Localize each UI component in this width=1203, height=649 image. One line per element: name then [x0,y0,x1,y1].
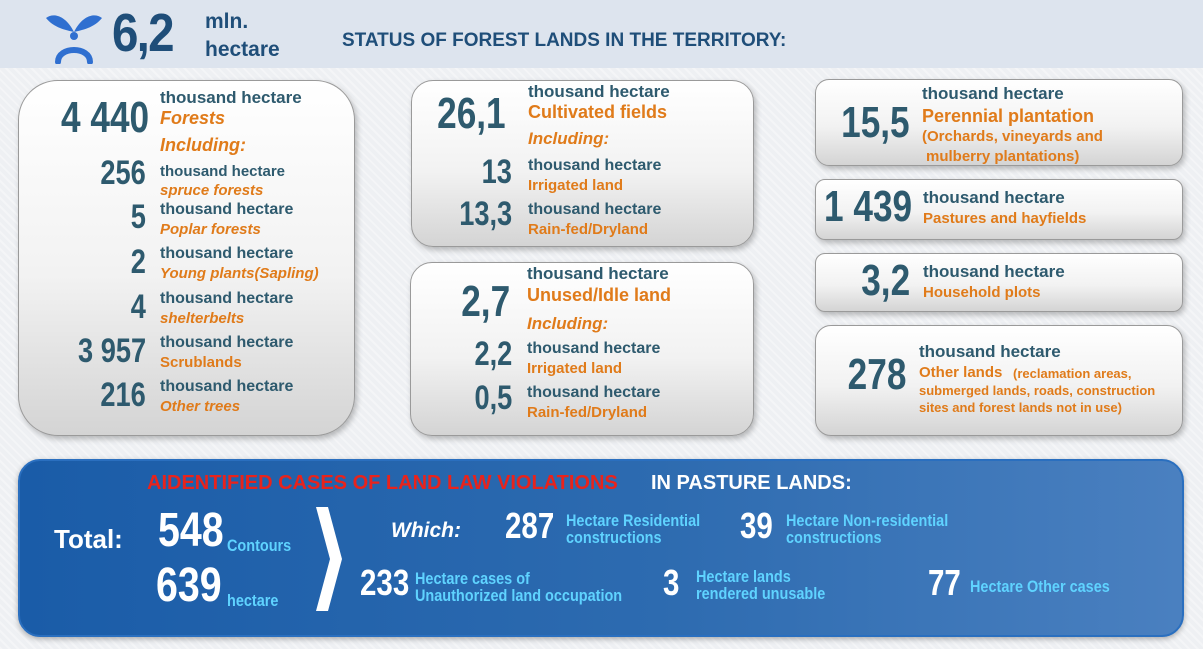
unused-irrigated-value: 2,2 [474,335,512,373]
cultivated-including: Including: [528,129,610,148]
forests-label: Forests [160,108,226,128]
total-label: Total: [54,524,123,554]
hectare-value: 639 [156,559,222,612]
unauthorized-value: 233 [360,562,410,603]
household-value: 3,2 [861,256,910,305]
poplar-label: Poplar forests [160,221,261,238]
unused-unit: thousand hectare [527,264,669,283]
household-label: Household plots [923,284,1041,301]
other-trees-label: Other trees [160,398,241,415]
other-lands-note-line2: submerged lands, roads, construction [919,383,1156,398]
cultivated-card: 26,1 thousand hectare Cultivated fields … [411,80,754,247]
pastures-card: 1 439 thousand hectare Pastures and hayf… [815,179,1183,240]
other-lands-unit: thousand hectare [919,342,1061,361]
scrublands-unit: thousand hectare [160,334,294,351]
pastures-unit: thousand hectare [923,188,1065,207]
unused-total-value: 2,7 [461,277,510,326]
violations-title-white: IN PASTURE LANDS: [651,472,852,494]
shelterbelts-unit: thousand hectare [160,290,294,307]
spruce-label: spruce forests [160,182,264,199]
unused-irrigated-label: Irrigated land [527,360,623,377]
other-lands-value: 278 [847,350,906,399]
young-plants-unit: thousand hectare [160,245,294,262]
cultivated-total-value: 26,1 [437,89,506,138]
non-residential-label-line2: constructions [786,528,882,547]
cultivated-rainfed-label: Rain-fed/Dryland [528,221,649,238]
cultivated-irrigated-value: 13 [481,153,512,191]
shelterbelts-value: 4 [130,288,146,326]
scrublands-label: Scrublands [160,354,242,371]
unused-rainfed-label: Rain-fed/Dryland [527,404,648,421]
other-cases-label: Hectare Other cases [970,577,1110,596]
cultivated-irrigated-label: Irrigated land [528,177,624,194]
unused-rainfed-unit: thousand hectare [527,384,661,401]
non-residential-value: 39 [740,505,773,546]
unused-rainfed-value: 0,5 [474,379,512,417]
unused-card: 2,7 thousand hectare Unused/Idle land In… [410,262,754,436]
residential-label-line2: constructions [566,528,662,547]
perennial-label: Perennial plantation [922,106,1095,126]
spruce-value: 256 [100,154,146,192]
non-residential-label-line1: Hectare Non-residential [786,511,949,530]
unusable-label-line1: Hectare lands [696,567,791,586]
unusable-label-line2: rendered unusable [696,584,826,603]
other-lands-card: 278 thousand hectare Other lands (reclam… [815,325,1183,436]
forests-unit: thousand hectare [160,88,302,107]
cultivated-label: Cultivated fields [528,102,668,122]
unauthorized-label-line1: Hectare cases of [415,569,530,588]
unused-irrigated-unit: thousand hectare [527,340,661,357]
other-lands-note-line3: sites and forest lands not in use) [919,400,1122,415]
total-area-value: 6,2 [112,3,175,63]
perennial-note-line2: mulberry plantations) [926,148,1080,165]
pastures-value: 1 439 [823,182,912,231]
violations-banner: AIDENTIFIED CASES OF LAND LAW VIOLATIONS… [18,459,1184,637]
forests-total-value: 4 440 [60,93,149,142]
poplar-unit: thousand hectare [160,201,294,218]
unused-label: Unused/Idle land [527,285,672,305]
cultivated-irrigated-unit: thousand hectare [528,157,662,174]
other-trees-unit: thousand hectare [160,378,294,395]
residential-value: 287 [505,505,555,546]
cultivated-rainfed-value: 13,3 [459,195,512,233]
pastures-label: Pastures and hayfields [923,210,1087,227]
poplar-value: 5 [130,198,146,236]
other-cases-value: 77 [928,562,961,603]
which-label: Which: [391,519,461,542]
other-lands-note-line1: (reclamation areas, [1013,366,1132,381]
cultivated-rainfed-unit: thousand hectare [528,201,662,218]
shelterbelts-label: shelterbelts [160,310,245,327]
forests-card: 4 440 thousand hectare Forests Including… [18,80,355,436]
residential-label-line1: Hectare Residential [566,511,701,530]
unusable-value: 3 [663,562,680,603]
perennial-card: 15,5 thousand hectare Perennial plantati… [815,79,1183,166]
young-plants-label: Young plants(Sapling) [160,265,319,282]
total-area-unit-line2: hectare [205,38,280,61]
hectare-label: hectare [227,591,279,610]
scrublands-value: 3 957 [77,332,146,370]
unused-including: Including: [527,314,609,333]
contours-label: Contours [227,536,292,555]
page-title: STATUS OF FOREST LANDS IN THE TERRITORY: [342,30,787,51]
total-area-unit-line1: mln. [205,10,249,33]
unauthorized-label-line2: Unauthorized land occupation [415,586,623,605]
other-trees-value: 216 [100,376,146,414]
header-bar: 6,2 mln. hectare STATUS OF FOREST LANDS … [0,0,1203,68]
household-unit: thousand hectare [923,262,1065,281]
young-plants-value: 2 [130,243,146,281]
violations-title-red: AIDENTIFIED CASES OF LAND LAW VIOLATIONS [147,472,618,494]
perennial-note-line1: (Orchards, vineyards and [922,128,1103,145]
chevron-right-icon [316,507,342,611]
perennial-unit: thousand hectare [922,84,1064,103]
cultivated-unit: thousand hectare [528,82,670,101]
forests-including: Including: [160,135,246,155]
household-card: 3,2 thousand hectare Household plots [815,253,1183,312]
spruce-unit: thousand hectare [160,163,286,180]
contours-value: 548 [158,504,224,557]
other-lands-label: Other lands [919,364,1003,381]
sprout-person-icon [46,15,102,64]
perennial-value: 15,5 [841,98,910,147]
